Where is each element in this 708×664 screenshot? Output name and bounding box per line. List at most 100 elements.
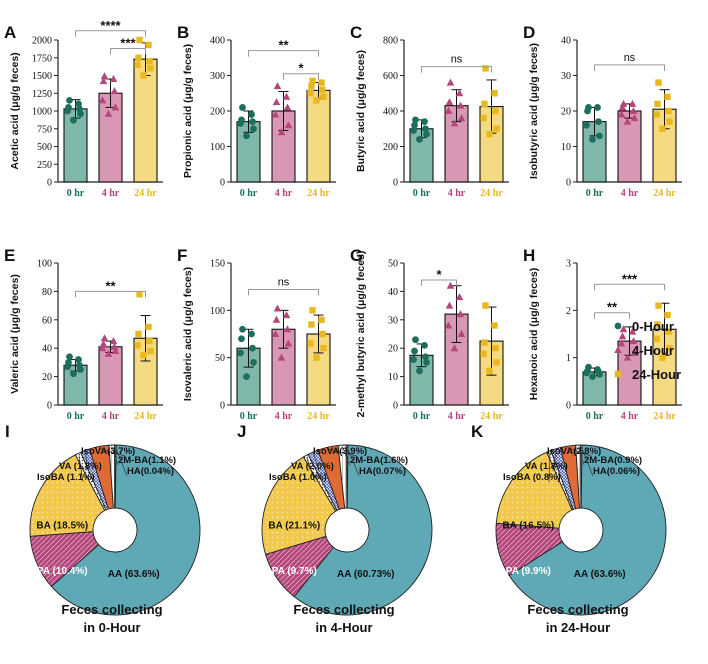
data-point	[617, 339, 626, 347]
data-point	[481, 339, 488, 346]
y-tick-label: 40	[561, 36, 571, 47]
data-point	[249, 344, 256, 352]
y-tick-label: 50	[215, 353, 225, 364]
data-point	[480, 350, 487, 358]
data-point	[596, 132, 603, 140]
data-point	[100, 72, 109, 80]
significance-bracket	[594, 283, 665, 291]
data-point	[450, 119, 459, 127]
bar-chart-panel-F: F Isovaleric acid (μg/g feces) 0 50 100 150 0 …	[177, 246, 336, 422]
pie-caption: Feces collecting	[527, 602, 628, 617]
significance-label: **	[105, 278, 116, 293]
data-point	[248, 330, 255, 338]
slice-label: AA (63.6%)	[108, 569, 160, 580]
data-point	[665, 107, 672, 115]
data-point	[283, 103, 292, 111]
data-point	[272, 98, 281, 106]
leader-line	[328, 448, 358, 457]
significance-label: ns	[451, 54, 463, 66]
y-tick-label: 30	[388, 315, 398, 326]
data-point	[664, 311, 671, 319]
data-point	[492, 345, 499, 352]
legend-marker	[614, 346, 622, 353]
data-point	[655, 302, 662, 309]
y-tick-label: 200	[210, 107, 225, 118]
y-tick-label: 20	[561, 107, 571, 118]
leader-line	[99, 448, 126, 457]
data-point	[104, 349, 113, 357]
y-axis-label: Acetic acid (μg/g feces)	[9, 52, 21, 169]
slice-label: IsoBA (0.8%)	[503, 472, 561, 483]
data-point	[66, 353, 73, 361]
y-tick-label: 600	[383, 71, 398, 82]
slice-label: AA (60.73%)	[337, 569, 394, 580]
data-point	[75, 100, 82, 108]
data-point	[99, 339, 108, 347]
panel-letter: H	[523, 246, 535, 265]
data-point	[457, 330, 466, 337]
y-tick-label: 60	[42, 315, 52, 326]
significance-bracket	[248, 50, 319, 57]
y-tick-label: 1750	[32, 53, 52, 64]
significance-bracket	[421, 66, 492, 73]
y-tick-label: 0	[566, 401, 571, 412]
x-tick-label: 0 hr	[586, 188, 604, 199]
bar-chart-panel-B: B Propionic acid (μg/g feces) 0 100 200 300 40…	[177, 23, 336, 199]
data-point	[481, 100, 488, 108]
data-point	[630, 114, 639, 122]
data-point	[273, 82, 282, 90]
data-point	[659, 125, 666, 132]
significance-bracket	[594, 64, 665, 71]
data-point	[147, 65, 154, 72]
data-point	[238, 116, 245, 124]
slice-label: IsoVA(3.9%)	[313, 446, 367, 457]
data-point	[619, 99, 628, 107]
data-point	[282, 92, 291, 100]
data-point	[618, 103, 627, 111]
panel-letter: C	[350, 23, 362, 42]
leader-line	[115, 446, 128, 477]
data-point	[146, 337, 153, 345]
significance-bracket	[421, 279, 457, 287]
data-point	[110, 87, 119, 95]
significance-label: ns	[624, 52, 636, 64]
data-point	[110, 342, 119, 350]
data-point	[630, 348, 639, 356]
data-point	[134, 61, 141, 69]
y-tick-label: 10	[388, 372, 398, 383]
x-tick-label: 0 hr	[67, 188, 85, 199]
data-point	[283, 325, 292, 333]
data-point	[109, 337, 118, 345]
y-tick-label: 500	[37, 142, 52, 153]
data-point	[618, 332, 627, 340]
y-axis-label: Propionic acid (μg/g feces)	[182, 44, 194, 178]
data-point	[76, 361, 83, 369]
data-point	[100, 334, 109, 342]
bar-chart-panel-H: H Hexanoic acid (μg/g feces) 0 1 2 3 0 hr 4 hr 2…	[523, 246, 682, 422]
bar-chart-panel-A: A Acetic acid (μg/g feces) 0 250 500 750 1000 1…	[4, 18, 163, 199]
pie-caption: in 0-Hour	[83, 620, 140, 635]
data-point	[629, 337, 638, 345]
y-tick-label: 100	[210, 142, 225, 153]
slice-label: HA(0.04%)	[127, 466, 174, 477]
data-point	[664, 93, 671, 100]
data-point	[271, 330, 280, 337]
data-point	[666, 118, 673, 125]
slice-label: VA (1.8%)	[525, 461, 568, 472]
y-tick-label: 40	[42, 344, 52, 355]
x-tick-label: 0 hr	[240, 188, 258, 199]
data-point	[136, 36, 143, 44]
data-point	[446, 281, 455, 289]
data-point	[585, 104, 592, 111]
data-point	[619, 325, 628, 333]
data-point	[421, 118, 428, 126]
y-tick-label: 2	[566, 306, 571, 317]
pie-caption: Feces collecting	[293, 602, 394, 617]
data-point	[589, 373, 596, 380]
slice-label: IsoBA (1.1%)	[37, 472, 95, 483]
panel-letter: F	[177, 246, 187, 265]
y-tick-label: 80	[42, 287, 52, 298]
data-point	[134, 342, 141, 349]
significance-label: ***	[120, 36, 136, 51]
legend-marker	[614, 370, 622, 378]
